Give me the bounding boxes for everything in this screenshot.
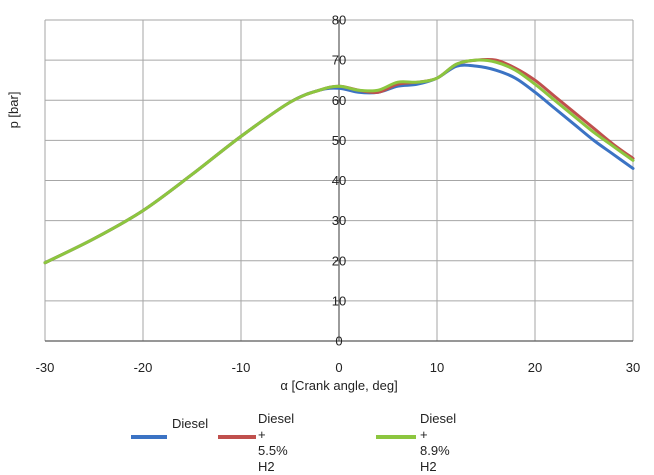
legend-label: Diesel + 8.9% H2 (420, 411, 457, 474)
x-tick-label: -20 (134, 360, 153, 375)
y-tick-label: 40 (332, 173, 346, 188)
x-tick-label: 0 (335, 360, 342, 375)
y-tick-label: 30 (332, 213, 346, 228)
y-tick-label: 20 (332, 253, 346, 268)
x-tick-label: -30 (36, 360, 55, 375)
y-tick-label: 60 (332, 93, 346, 108)
y-axis-title: p [bar] (6, 92, 21, 129)
x-tick-label: 30 (626, 360, 640, 375)
legend-swatch (218, 435, 256, 439)
legend-swatch (131, 435, 167, 439)
y-tick-label: 80 (332, 13, 346, 28)
y-tick-label: 50 (332, 133, 346, 148)
x-tick-label: -10 (232, 360, 251, 375)
x-tick-labels: -30 -20 -10 0 10 20 30 (36, 360, 641, 375)
y-tick-labels: 0 10 20 30 40 50 60 70 80 (332, 13, 346, 349)
line-chart: -30 -20 -10 0 10 20 30 0 10 20 30 40 50 60 70 80 α [Cr… (6, 13, 641, 394)
x-tick-label: 10 (430, 360, 444, 375)
legend-swatch (376, 435, 416, 439)
legend-label: Diesel (172, 416, 209, 431)
y-tick-label: 10 (332, 293, 346, 308)
y-tick-label: 0 (335, 334, 342, 349)
y-tick-label: 70 (332, 53, 346, 68)
gridlines (44, 19, 634, 342)
series-lines (43, 57, 635, 265)
x-axis-title: α [Crank angle, deg] (280, 378, 397, 393)
legend-label: Diesel + 5.5% H2 (258, 411, 295, 474)
x-tick-label: 20 (528, 360, 542, 375)
series-line-2 (43, 58, 635, 265)
legend: Diesel Diesel + 5.5% H2 Diesel + 8.9% H2 (0, 402, 654, 474)
